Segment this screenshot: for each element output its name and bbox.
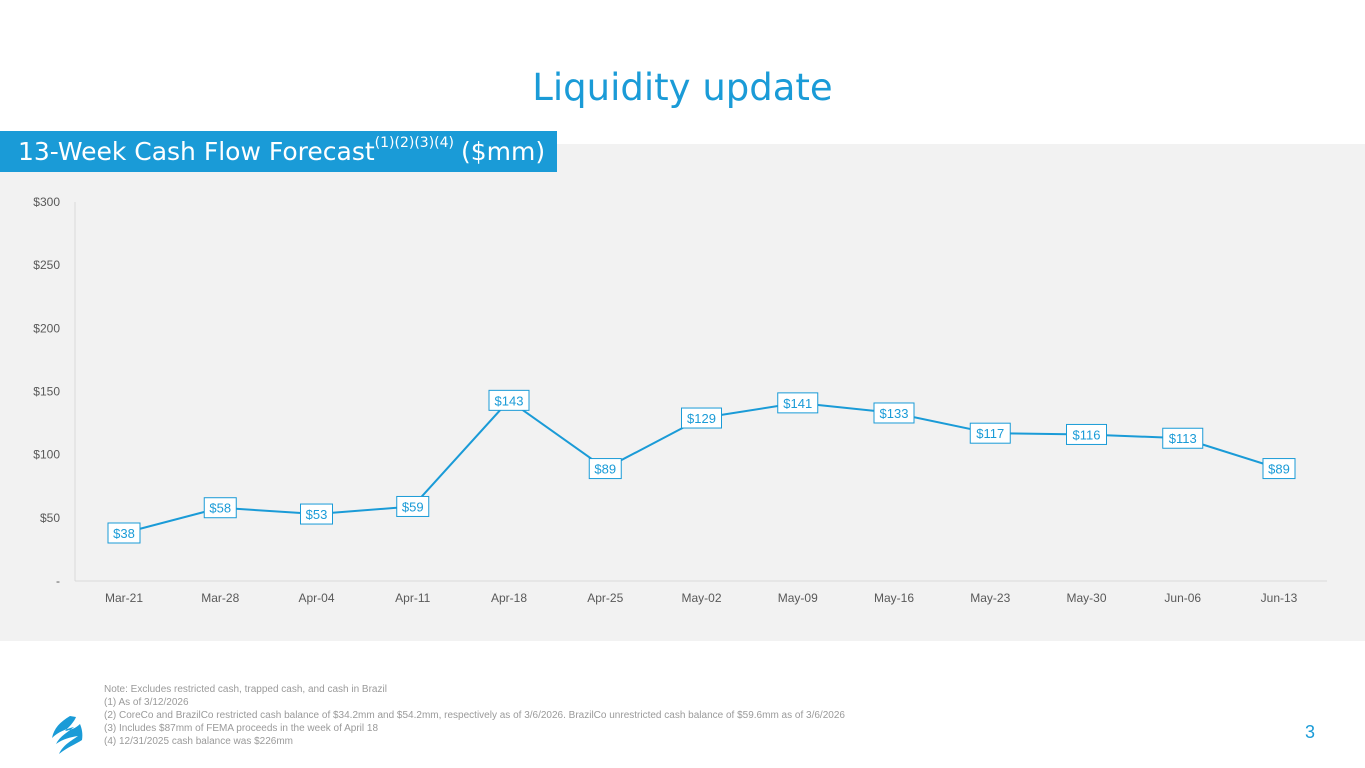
data-label-box [1066, 423, 1107, 445]
data-label: $141 [783, 396, 812, 411]
footnotes: Note: Excludes restricted cash, trapped … [104, 683, 845, 748]
note-line: (3) Includes $87mm of FEMA proceeds in t… [104, 723, 379, 734]
note-line: Note: Excludes restricted cash, trapped … [104, 684, 387, 695]
x-tick-label: Apr-18 [491, 591, 527, 605]
data-label-box [1162, 427, 1204, 449]
page-title: Liquidity update [532, 66, 833, 109]
x-tick-label: Apr-11 [395, 591, 430, 605]
data-label: $129 [687, 411, 716, 426]
y-tick-label: $100 [33, 448, 60, 462]
x-tick-label: Jun-13 [1261, 591, 1298, 605]
note-line: (1) As of 3/12/2026 [104, 697, 189, 708]
y-tick-label: $200 [33, 321, 60, 335]
x-tick-label: May-02 [681, 591, 721, 605]
data-label: $116 [1073, 427, 1101, 442]
data-label: $89 [594, 462, 616, 477]
y-tick-label: $250 [33, 258, 60, 272]
x-tick-label: Apr-04 [298, 591, 334, 605]
chart-banner: 13-Week Cash Flow Forecast (1)(2)(3)(4) ($… [0, 131, 557, 172]
data-label: $89 [1268, 462, 1290, 477]
note-line: (4) 12/31/2025 cash balance was $226mm [104, 736, 294, 747]
data-label-box [107, 522, 141, 544]
banner-title: 13-Week Cash Flow Forecast [18, 137, 375, 166]
data-label: $113 [1169, 431, 1197, 446]
x-tick-label: May-09 [778, 591, 818, 605]
chart-panel [0, 144, 1365, 641]
flame-logo-icon [52, 716, 83, 754]
y-tick-label: $50 [40, 511, 60, 525]
data-label-box [777, 392, 819, 414]
x-tick-label: May-23 [970, 591, 1010, 605]
data-label-box [203, 497, 237, 519]
banner-footnote-refs: (1)(2)(3)(4) [374, 134, 454, 151]
banner-unit: ($mm) [460, 137, 546, 166]
page-number: 3 [1305, 722, 1316, 742]
data-label-box [873, 402, 915, 424]
data-label: $58 [209, 501, 231, 516]
x-tick-label: Jun-06 [1164, 591, 1201, 605]
x-tick-label: Apr-25 [587, 591, 623, 605]
x-tick-label: May-16 [874, 591, 914, 605]
data-label-box [969, 422, 1011, 444]
data-label-box [300, 503, 333, 525]
data-label-box [588, 458, 622, 480]
data-label: $59 [402, 499, 424, 514]
data-label: $117 [976, 426, 1004, 441]
data-label-box [396, 495, 430, 517]
data-label: $133 [880, 406, 909, 421]
x-tick-label: Mar-21 [105, 591, 143, 605]
note-line: (2) CoreCo and BrazilCo restricted cash … [104, 710, 845, 721]
y-tick-label: $300 [33, 195, 60, 209]
x-tick-label: Mar-28 [201, 591, 239, 605]
data-label-box [488, 389, 530, 411]
data-label: $143 [495, 393, 524, 408]
data-label: $53 [306, 507, 328, 522]
data-label: $38 [113, 526, 135, 541]
data-label-box [681, 407, 722, 429]
y-tick-label: $150 [33, 385, 60, 399]
data-label-box [1262, 458, 1296, 480]
x-tick-label: May-30 [1066, 591, 1106, 605]
y-tick-label: - [56, 574, 60, 588]
cash-flow-line-chart: - $50 $100 $150 $200 $250 $300 Mar-21 Mar-28 Apr-… [33, 195, 1327, 605]
